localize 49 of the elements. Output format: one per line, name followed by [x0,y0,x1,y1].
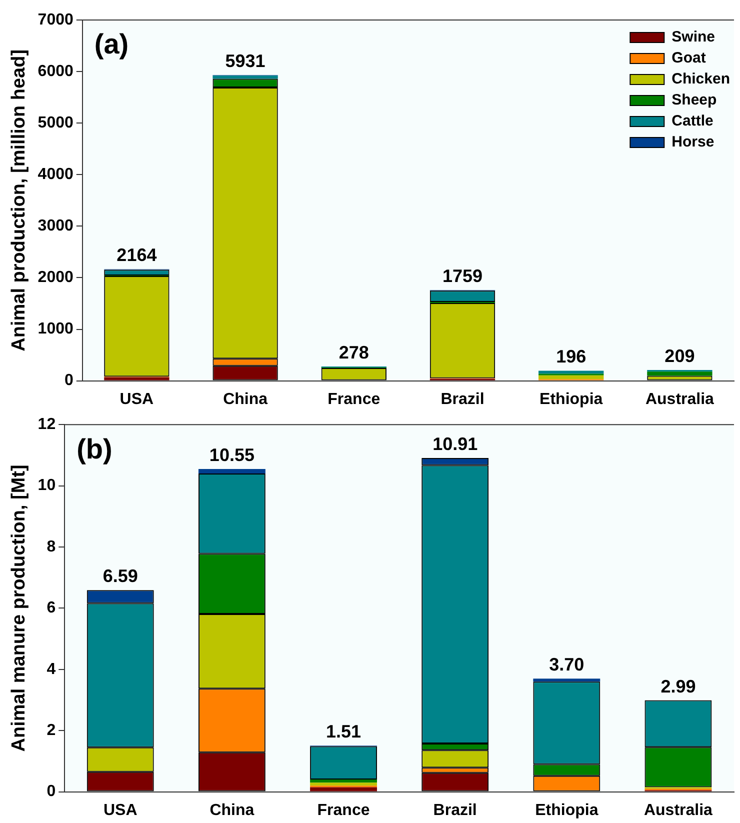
x-tick-label: Brazil [440,390,484,408]
total-label: 1759 [442,266,483,286]
x-tick-label: USA [120,390,154,408]
annotation: (a) [94,28,129,60]
y-tick-label: 4 [46,660,56,678]
y-tick-label: 6 [46,600,56,617]
legend-label: Chicken [672,70,730,88]
total-label: 1.51 [326,722,362,742]
y-tick-label: 0 [64,372,74,390]
y-tick-label: 0 [46,783,56,800]
total-label: 2.99 [660,676,696,696]
total-label: 10.91 [432,434,478,454]
x-tick-label: China [223,390,268,408]
legend-label: Horse [672,134,714,151]
total-label: 209 [664,346,695,366]
y-tick-label: 2000 [38,269,74,286]
total-label: 3.70 [549,654,584,675]
legend-label: Sheep [672,92,717,109]
total-label: 10.55 [209,444,254,465]
annotation: (b) [76,433,112,464]
y-tick-label: 4000 [38,166,74,184]
x-tick-label: Australia [645,390,714,408]
x-tick-label: Australia [644,802,713,819]
y-tick-label: 12 [38,416,56,434]
y-tick-label: 7000 [38,11,74,28]
y-axis-title: Animal production, [million head] [8,49,30,352]
y-tick-label: 6000 [38,62,74,80]
y-tick-label: 8 [46,538,56,556]
legend-label: Swine [672,28,716,46]
y-tick-label: 10 [38,477,56,494]
y-tick-label: 3000 [38,218,74,235]
total-label: 278 [338,342,369,362]
y-tick-label: 5000 [38,114,74,132]
x-tick-label: USA [103,802,138,819]
x-tick-label: France [317,802,370,819]
total-label: 196 [556,346,586,367]
x-tick-label: Brazil [433,802,477,819]
legend-label: Goat [672,50,706,67]
legend-label: Cattle [672,112,714,130]
total-label: 5931 [225,51,266,72]
y-tick-label: 2 [46,722,56,740]
total-label: 6.59 [102,566,138,586]
x-tick-label: China [210,802,254,819]
total-label: 2164 [116,245,157,266]
x-tick-label: France [328,390,380,408]
y-tick-label: 1000 [38,320,74,338]
y-axis-title: Animal manure production, [Mt] [8,464,30,752]
x-tick-label: Ethiopia [540,390,603,408]
x-tick-label: Ethiopia [535,802,598,819]
